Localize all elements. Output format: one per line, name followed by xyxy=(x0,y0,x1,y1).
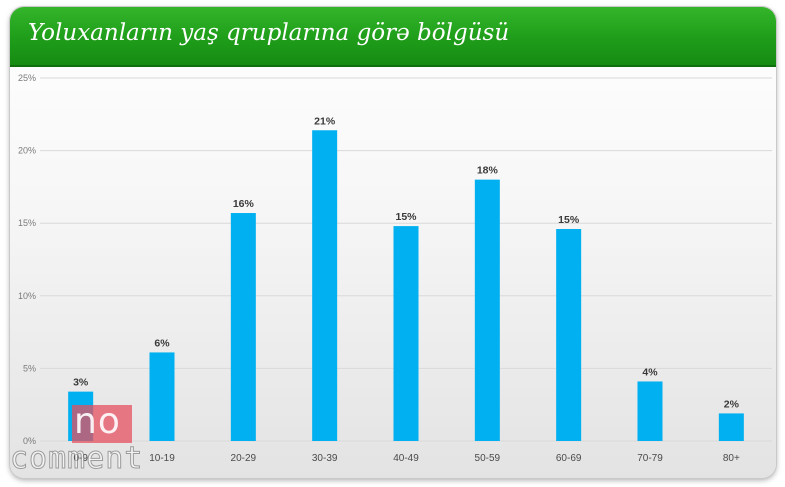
y-tick-label: 5% xyxy=(23,363,36,373)
chart-header: Yoluxanların yaş qruplarına görə bölgüsü xyxy=(10,7,776,67)
data-label: 15% xyxy=(558,214,580,226)
chart-title: Yoluxanların yaş qruplarına görə bölgüsü xyxy=(28,20,510,46)
y-tick-label: 0% xyxy=(23,436,36,446)
watermark-bottom-text: comment xyxy=(9,441,144,477)
bar xyxy=(637,381,663,441)
y-tick-label: 20% xyxy=(18,146,36,156)
watermark-top-text: no xyxy=(74,401,121,442)
bar xyxy=(312,130,338,441)
bar xyxy=(718,413,744,441)
bar xyxy=(474,179,500,441)
x-tick-label: 70-79 xyxy=(637,453,663,464)
x-tick-label: 40-49 xyxy=(393,453,419,464)
data-label: 3% xyxy=(73,377,89,389)
x-tick-label: 50-59 xyxy=(475,453,501,464)
x-tick-label: 60-69 xyxy=(556,453,582,464)
x-tick-label: 20-29 xyxy=(231,453,257,464)
data-label: 4% xyxy=(642,366,658,378)
bar xyxy=(393,226,419,441)
x-tick-label: 10-19 xyxy=(149,453,175,464)
data-label: 18% xyxy=(477,165,499,177)
data-label: 21% xyxy=(314,115,336,127)
chart-card: Yoluxanların yaş qruplarına görə bölgüsü xyxy=(10,7,776,478)
bar xyxy=(230,213,256,441)
data-label: 2% xyxy=(724,398,740,410)
data-label: 6% xyxy=(154,337,170,349)
x-tick-label: 30-39 xyxy=(312,453,338,464)
x-tick-label: 0-9 xyxy=(73,453,88,464)
y-tick-label: 10% xyxy=(18,291,36,301)
y-tick-label: 25% xyxy=(18,73,36,83)
bar xyxy=(149,352,175,441)
bar xyxy=(556,229,582,441)
x-tick-label: 80+ xyxy=(723,453,740,464)
data-label: 15% xyxy=(395,211,417,223)
y-tick-label: 15% xyxy=(18,218,36,228)
data-label: 16% xyxy=(233,198,255,210)
watermark-logo: no comment xyxy=(9,401,210,485)
watermark-box xyxy=(72,405,132,443)
